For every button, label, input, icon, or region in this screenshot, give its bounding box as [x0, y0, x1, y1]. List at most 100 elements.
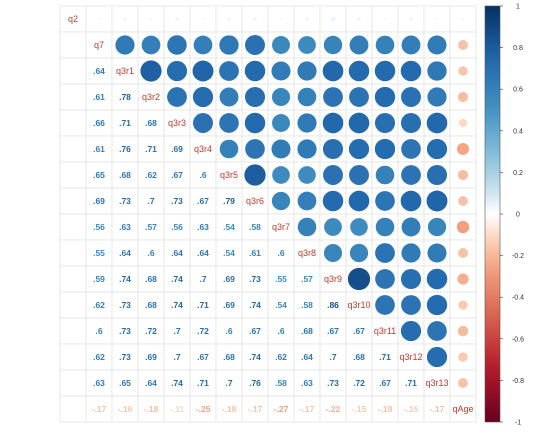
- variable-label: q3r13: [425, 378, 448, 388]
- correlation-circle: [356, 16, 362, 22]
- correlation-circle: [279, 17, 283, 21]
- correlation-circle: [375, 217, 395, 237]
- correlation-value: .71: [197, 378, 209, 388]
- correlation-circle: [322, 138, 344, 160]
- correlation-value: .68: [145, 300, 157, 310]
- correlation-circle: [245, 35, 265, 55]
- correlation-circle: [457, 91, 469, 103]
- correlation-circle: [244, 164, 266, 186]
- grid-cell: [267, 213, 295, 241]
- colorbar-tick-label: -1: [515, 420, 521, 427]
- correlation-circle: [349, 87, 369, 107]
- correlation-circle: [219, 87, 239, 107]
- colorbar-gradient: [484, 5, 501, 423]
- correlation-value: .64: [145, 378, 157, 388]
- correlation-value: .58: [301, 300, 313, 310]
- colorbar-tick-label: 0.2: [513, 170, 523, 177]
- correlation-circle: [347, 267, 371, 291]
- correlation-circle: [458, 248, 468, 258]
- correlation-value: .67: [249, 326, 261, 336]
- correlation-value: .66: [93, 118, 105, 128]
- colorbar-tick-label: 0.6: [513, 87, 523, 94]
- variable-label: q7: [94, 40, 104, 50]
- grid-cell: [215, 317, 243, 345]
- correlation-value: .7: [147, 196, 154, 206]
- correlation-value: .65: [93, 170, 105, 180]
- grid-cell: [59, 31, 87, 59]
- grid-cell: [111, 213, 139, 241]
- correlation-circle: [383, 17, 387, 21]
- correlation-value: -.27: [274, 404, 289, 414]
- grid-cell: [345, 395, 373, 423]
- correlation-value: .57: [301, 274, 313, 284]
- correlation-circle: [271, 61, 291, 81]
- correlation-value: .7: [173, 326, 180, 336]
- correlation-circle: [349, 35, 369, 55]
- correlation-value: .7: [225, 378, 232, 388]
- colorbar-tick-label: 1: [516, 4, 520, 11]
- correlation-value: .71: [145, 144, 157, 154]
- correlation-circle: [375, 269, 395, 289]
- variable-label: q3r7: [272, 222, 290, 232]
- correlation-value: .64: [197, 248, 209, 258]
- correlation-circle: [374, 138, 396, 160]
- colorbar-tick-label: 0.4: [513, 128, 523, 135]
- correlation-circle: [408, 16, 414, 22]
- correlation-circle: [458, 40, 468, 50]
- correlation-circle: [149, 17, 153, 21]
- grid-cell: [371, 317, 399, 345]
- variable-label: q3r12: [399, 352, 422, 362]
- correlation-circle: [141, 35, 161, 55]
- correlation-circle: [427, 35, 447, 55]
- grid-cell: [85, 369, 113, 397]
- correlation-circle: [427, 61, 447, 81]
- grid-cell: [111, 291, 139, 319]
- variable-label: q3r6: [246, 196, 264, 206]
- correlation-circle: [348, 190, 370, 212]
- correlation-circle: [297, 217, 317, 237]
- variable-label: q3r3: [168, 118, 186, 128]
- grid-cell: [59, 239, 87, 267]
- correlation-value: -.19: [378, 404, 393, 414]
- variable-label: qAge: [452, 404, 473, 414]
- correlation-circle: [323, 165, 343, 185]
- correlation-circle: [375, 295, 395, 315]
- correlation-circle: [426, 138, 448, 160]
- colorbar-tick-label: 0: [516, 212, 520, 219]
- correlation-circle: [226, 16, 232, 22]
- correlation-value: .74: [249, 352, 261, 362]
- correlation-circle: [427, 217, 447, 237]
- grid-cell: [111, 135, 139, 163]
- correlation-circle: [348, 138, 370, 160]
- grid-cell: [189, 369, 217, 397]
- correlation-value: -.17: [92, 404, 107, 414]
- correlation-value: .54: [223, 248, 235, 258]
- correlation-value: .74: [171, 378, 183, 388]
- variable-label: q2: [68, 14, 78, 24]
- grid-cell: [59, 187, 87, 215]
- correlation-circle: [401, 243, 421, 263]
- correlation-circle: [458, 352, 468, 362]
- correlation-value: .6: [199, 170, 206, 180]
- correlation-value: -.17: [248, 404, 263, 414]
- grid-cell: [293, 265, 321, 293]
- correlation-circle: [244, 112, 266, 134]
- correlation-circle: [374, 112, 396, 134]
- correlation-circle: [323, 243, 343, 263]
- grid-cell: [59, 83, 87, 111]
- grid-cell: [137, 343, 165, 371]
- correlation-value: -.25: [196, 404, 211, 414]
- correlation-value: .55: [275, 274, 287, 284]
- correlation-circle: [427, 243, 447, 263]
- correlation-value: .63: [93, 378, 105, 388]
- correlation-circle: [457, 273, 469, 285]
- correlation-circle: [426, 112, 448, 134]
- correlation-circle: [193, 113, 213, 133]
- variable-label: q3r2: [142, 92, 160, 102]
- correlation-value: .68: [301, 326, 313, 336]
- correlation-value: .73: [119, 196, 131, 206]
- correlation-circle: [174, 16, 180, 22]
- correlation-circle: [426, 268, 448, 290]
- variable-label: q3r1: [116, 66, 134, 76]
- correlation-value: .86: [327, 300, 339, 310]
